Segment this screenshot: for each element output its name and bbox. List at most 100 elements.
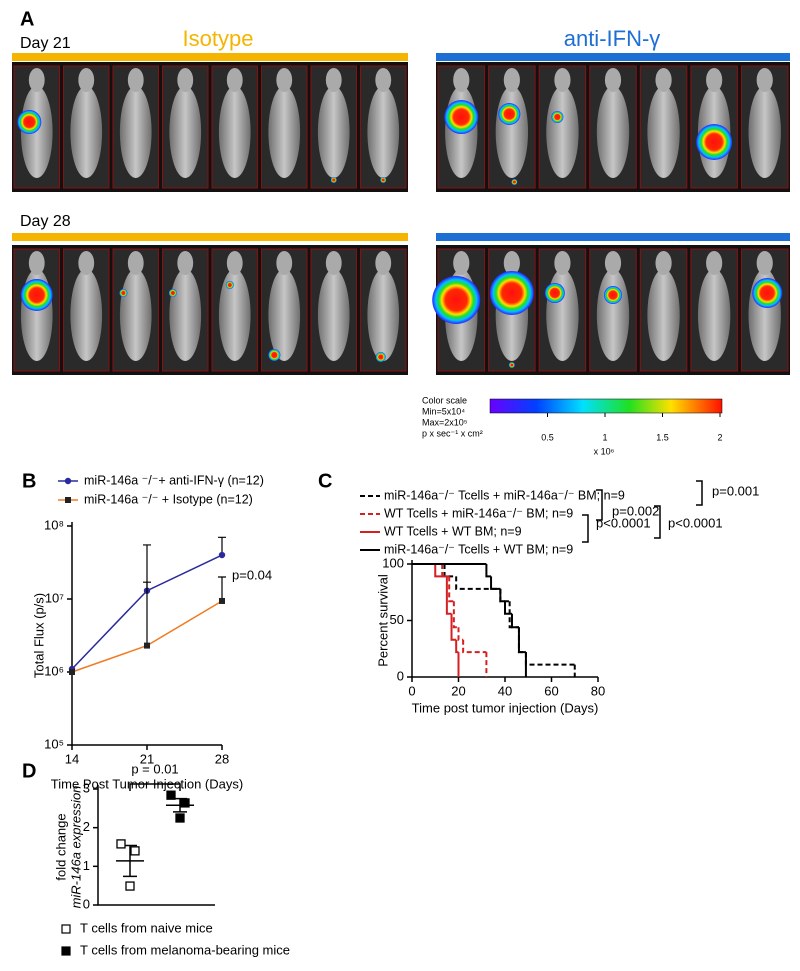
mouse-head	[28, 251, 45, 275]
survival-step	[452, 601, 459, 629]
signal-blob	[225, 281, 234, 289]
y-tick-label: 100	[382, 555, 404, 570]
mouse-body	[596, 269, 630, 361]
mouse-head	[756, 68, 773, 92]
mouse-head	[706, 251, 723, 275]
axis	[411, 560, 598, 678]
mouse-head	[604, 251, 622, 275]
x-axis-label: Time post tumor injection (Days)	[412, 700, 599, 715]
legend-marker	[64, 477, 72, 485]
colorbar-title: Color scale	[422, 395, 467, 405]
mouse-head	[604, 68, 622, 92]
significance-bracket	[129, 783, 181, 791]
mouse-head	[177, 251, 194, 275]
mouse-head	[325, 251, 342, 275]
data-point	[116, 839, 126, 849]
bracket	[596, 489, 603, 521]
mouse-head	[177, 68, 194, 92]
signal-blob	[444, 100, 479, 134]
mouse-head	[554, 68, 571, 92]
data-point	[218, 551, 226, 559]
mouse-body	[70, 269, 103, 361]
mouse-head	[127, 251, 144, 275]
survival-step	[499, 588, 510, 603]
signal-blob	[696, 124, 733, 160]
y-tick-label: 0	[397, 668, 404, 683]
annotation: p = 0.01	[131, 761, 178, 776]
y-tick-label: 0	[83, 896, 90, 911]
signal-blob	[551, 111, 564, 123]
mouse-head	[706, 68, 723, 92]
survival-step	[490, 576, 501, 590]
survival-step	[455, 576, 501, 590]
survival-step	[499, 588, 505, 603]
survival-step	[443, 564, 457, 578]
group-label: Isotype	[183, 26, 254, 51]
group-label: anti-IFN-γ	[564, 26, 661, 51]
day-label: Day 21	[20, 35, 71, 52]
mouse-head	[453, 68, 470, 92]
colorbar-text: Color scale Min=5x10⁴ Max=2x10⁵ p x sec⁻…	[422, 395, 615, 456]
y-tick-label: 10⁸	[44, 517, 64, 532]
mouse-body	[647, 86, 680, 178]
colorbar-tick-label: 1	[602, 432, 607, 442]
p-value: p<0.0001	[668, 515, 723, 530]
panel-label: A	[20, 8, 34, 30]
mouse-body	[495, 86, 529, 178]
signal-blob	[489, 271, 534, 315]
signal-blob	[752, 278, 783, 308]
legend-label: WT Tcells + miR-146a⁻/⁻ BM; n=9	[384, 506, 573, 520]
data-point	[125, 881, 135, 891]
survival-step	[517, 627, 526, 654]
panel-label: B	[22, 470, 36, 492]
signal-blob	[20, 279, 53, 311]
mouse-body	[169, 269, 202, 361]
y-tick-label: 10⁷	[45, 590, 64, 605]
bracket	[582, 514, 589, 543]
colorbar-tick-label: 2	[717, 432, 722, 442]
mouse-body	[367, 269, 400, 361]
mouse-body	[317, 86, 350, 178]
mouse-body	[119, 269, 152, 361]
y-tick-label: 10⁵	[44, 736, 64, 751]
x-tick-label: 20	[451, 683, 465, 698]
mouse-head	[453, 251, 470, 275]
mouse-head	[655, 251, 672, 275]
colorbar-tick-label: 0.5	[541, 432, 554, 442]
y-tick-label: 2	[83, 819, 90, 834]
mouse-body	[169, 86, 202, 178]
panel-label: D	[22, 760, 36, 782]
annotation: p=0.04	[232, 567, 272, 582]
p-value: p=0.002	[612, 503, 659, 518]
mouse-head	[554, 251, 571, 275]
group-bar	[12, 53, 408, 61]
mouse-head	[127, 68, 144, 92]
y-tick-label: 3	[83, 780, 90, 795]
survival-step	[524, 652, 575, 666]
mouse-head	[78, 251, 95, 275]
mouse-body	[647, 269, 680, 361]
legend-marker	[61, 924, 71, 934]
signal-blob	[544, 283, 565, 303]
group-bar	[436, 53, 790, 61]
survival-step	[462, 639, 487, 654]
mouse-body	[317, 269, 350, 361]
mouse-head	[276, 68, 293, 92]
bracket	[696, 480, 703, 506]
data-point	[130, 846, 140, 856]
day-label: Day 28	[20, 213, 71, 230]
y-axis-label: Total Flux (p/s)	[31, 593, 46, 678]
x-tick-label: 14	[65, 751, 79, 766]
legend-marker	[65, 497, 71, 503]
survival-step	[448, 576, 454, 603]
signal-blob	[498, 103, 521, 125]
p-value: p<0.0001	[596, 515, 651, 530]
survival-step	[485, 564, 492, 578]
colorbar-max: Max=2x10⁵	[422, 417, 468, 427]
colorbar-tick-label: 1.5	[656, 432, 669, 442]
signal-blob	[604, 286, 622, 304]
mouse-body	[697, 269, 731, 361]
legend-label: miR-146a⁻/⁻ Tcells + WT BM; n=9	[384, 542, 573, 556]
